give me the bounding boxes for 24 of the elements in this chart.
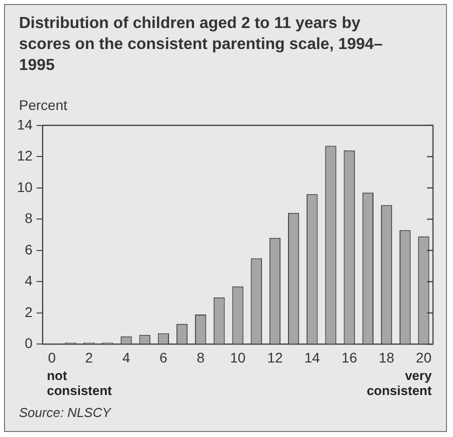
x-tick-label: 2 <box>85 349 94 366</box>
x-tick-label: 0 <box>48 349 56 366</box>
x-tick-label: 10 <box>230 349 246 366</box>
text: not consistent <box>46 368 113 398</box>
y-tick-label: 8 <box>24 210 33 226</box>
text: very consistent <box>366 368 432 398</box>
x-tick-label: 16 <box>342 349 358 366</box>
x-tick-label: 4 <box>122 349 130 366</box>
x-tick-label: 8 <box>196 349 205 366</box>
y-tick-label: 14 <box>16 116 33 132</box>
y-tick-label: 10 <box>16 178 33 195</box>
x-tick-label: 20 <box>416 349 432 366</box>
x-tick-label: 14 <box>304 349 320 366</box>
y-tick-label: 12 <box>16 148 33 164</box>
x-tick-label: 12 <box>267 349 283 366</box>
x-tick-label: 6 <box>160 349 168 366</box>
y-tick-label: 4 <box>24 272 33 289</box>
chart-title: Distribution of children aged 2 to 11 years by scores on the consistent parenting scale, 1994–1995 <box>19 14 384 76</box>
y-tick-label: 6 <box>24 241 33 258</box>
y-tick-label: 2 <box>24 304 33 320</box>
x-tick-label: 18 <box>378 349 395 366</box>
y-axis-title: Percent <box>19 97 68 113</box>
y-tick-label: 0 <box>24 335 33 352</box>
source-note: Source: NLSCY <box>19 405 111 420</box>
